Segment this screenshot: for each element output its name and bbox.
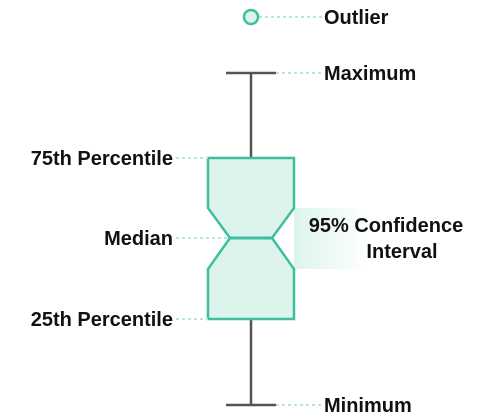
q1-label: 25th Percentile: [31, 309, 173, 331]
outlier-label: Outlier: [324, 7, 389, 29]
minimum-label: Minimum: [324, 395, 412, 416]
ci-label-line2: Interval: [366, 241, 437, 263]
whiskers: [226, 71, 276, 407]
confidence-interval-region: [294, 208, 370, 269]
ci-label-line1: 95% Confidence: [309, 215, 463, 237]
leader-lines: [176, 16, 322, 406]
q3-label: 75th Percentile: [31, 148, 173, 170]
maximum-label: Maximum: [324, 63, 416, 85]
outlier-point: [242, 8, 260, 26]
median-label: Median: [104, 228, 173, 250]
